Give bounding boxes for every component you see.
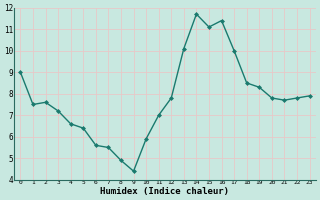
X-axis label: Humidex (Indice chaleur): Humidex (Indice chaleur) <box>100 187 229 196</box>
